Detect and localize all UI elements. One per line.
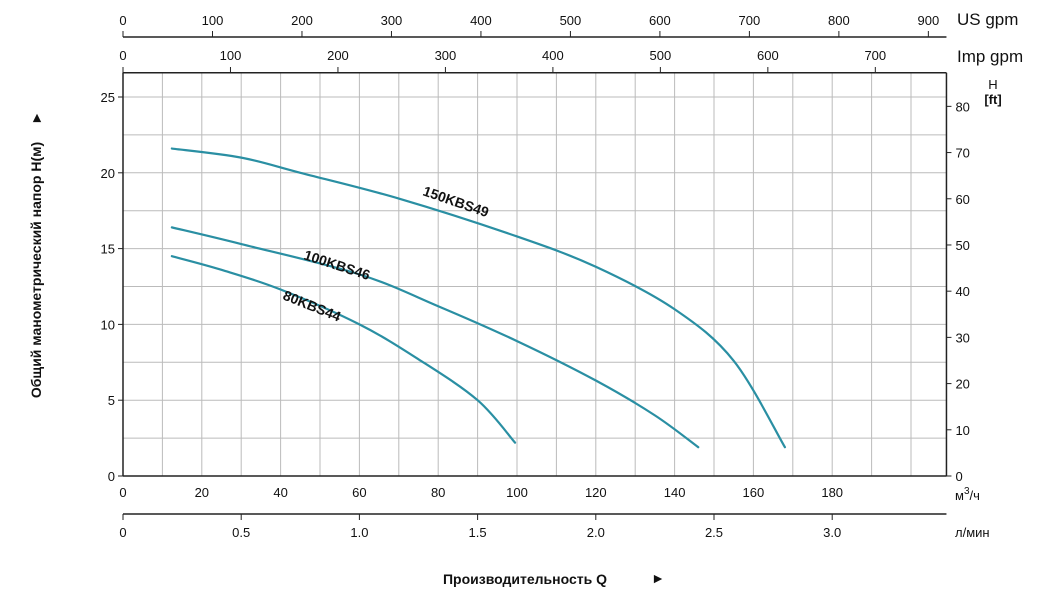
- us-gpm-unit: US gpm: [957, 10, 1018, 29]
- us-gpm-tick-label: 700: [739, 13, 761, 28]
- x-tick-label: 40: [273, 485, 287, 500]
- us-gpm-tick-label: 100: [202, 13, 224, 28]
- us-gpm-tick-label: 0: [119, 13, 126, 28]
- ft-tick-label: 50: [955, 238, 969, 253]
- flow-min-tick-label: 2.5: [705, 525, 723, 540]
- ft-unit-top: H: [988, 77, 997, 92]
- flow-min-tick-label: 0.5: [232, 525, 250, 540]
- y-tick-label: 5: [108, 393, 115, 408]
- imp-gpm-tick-label: 100: [220, 48, 242, 63]
- curve-label-150KBS49: 150KBS49: [421, 183, 491, 220]
- imp-gpm-unit: Imp gpm: [957, 47, 1023, 66]
- ft-tick-label: 30: [955, 330, 969, 345]
- x-tick-label: 140: [664, 485, 686, 500]
- imp-gpm-tick-label: 300: [435, 48, 457, 63]
- x-tick-label: 120: [585, 485, 607, 500]
- flow-min-unit: л/мин: [955, 525, 990, 540]
- us-gpm-tick-label: 400: [470, 13, 492, 28]
- x-unit: м3/ч: [955, 486, 980, 503]
- x-tick-label: 60: [352, 485, 366, 500]
- y-tick-label: 0: [108, 469, 115, 484]
- flow-min-tick-label: 2.0: [587, 525, 605, 540]
- flow-min-tick-label: 0: [119, 525, 126, 540]
- curve-label-80KBS44: 80KBS44: [281, 287, 343, 325]
- x-axis-arrow: ►: [651, 570, 665, 586]
- y-axis-title: Общий манометрический напор H(м): [28, 142, 44, 398]
- us-gpm-tick-label: 800: [828, 13, 850, 28]
- imp-gpm-tick-label: 600: [757, 48, 779, 63]
- x-tick-label: 100: [506, 485, 528, 500]
- imp-gpm-tick-label: 400: [542, 48, 564, 63]
- x-axis-title: Производительность Q: [443, 571, 607, 587]
- us-gpm-tick-label: 300: [381, 13, 403, 28]
- y-tick-label: 20: [101, 166, 115, 181]
- y-tick-label: 10: [101, 317, 115, 332]
- ft-unit-bottom: [ft]: [984, 92, 1001, 107]
- us-gpm-tick-label: 500: [560, 13, 582, 28]
- x-tick-label: 160: [743, 485, 765, 500]
- imp-gpm-tick-label: 700: [864, 48, 886, 63]
- curve-100KBS46: [170, 226, 700, 449]
- curve-label-100KBS46: 100KBS46: [302, 247, 372, 283]
- flow-min-tick-label: 1.5: [469, 525, 487, 540]
- us-gpm-tick-label: 900: [918, 13, 940, 28]
- us-gpm-tick-label: 600: [649, 13, 671, 28]
- flow-min-tick-label: 1.0: [350, 525, 368, 540]
- ft-tick-label: 10: [955, 423, 969, 438]
- ft-tick-label: 20: [955, 377, 969, 392]
- y-axis-arrow: ►: [28, 111, 44, 125]
- y-tick-label: 15: [101, 242, 115, 257]
- x-tick-label: 80: [431, 485, 445, 500]
- imp-gpm-tick-label: 0: [119, 48, 126, 63]
- x-tick-label: 0: [119, 485, 126, 500]
- curve-80KBS44: [170, 255, 517, 444]
- ft-tick-label: 40: [955, 284, 969, 299]
- imp-gpm-tick-label: 500: [650, 48, 672, 63]
- ft-tick-label: 60: [955, 192, 969, 207]
- ft-tick-label: 0: [955, 469, 962, 484]
- imp-gpm-tick-label: 200: [327, 48, 349, 63]
- ft-tick-label: 80: [955, 99, 969, 114]
- flow-min-tick-label: 3.0: [823, 525, 841, 540]
- x-tick-label: 180: [821, 485, 843, 500]
- curve-150KBS49: [170, 147, 787, 449]
- us-gpm-tick-label: 200: [291, 13, 313, 28]
- y-tick-label: 25: [101, 90, 115, 105]
- x-tick-label: 20: [195, 485, 209, 500]
- ft-tick-label: 70: [955, 146, 969, 161]
